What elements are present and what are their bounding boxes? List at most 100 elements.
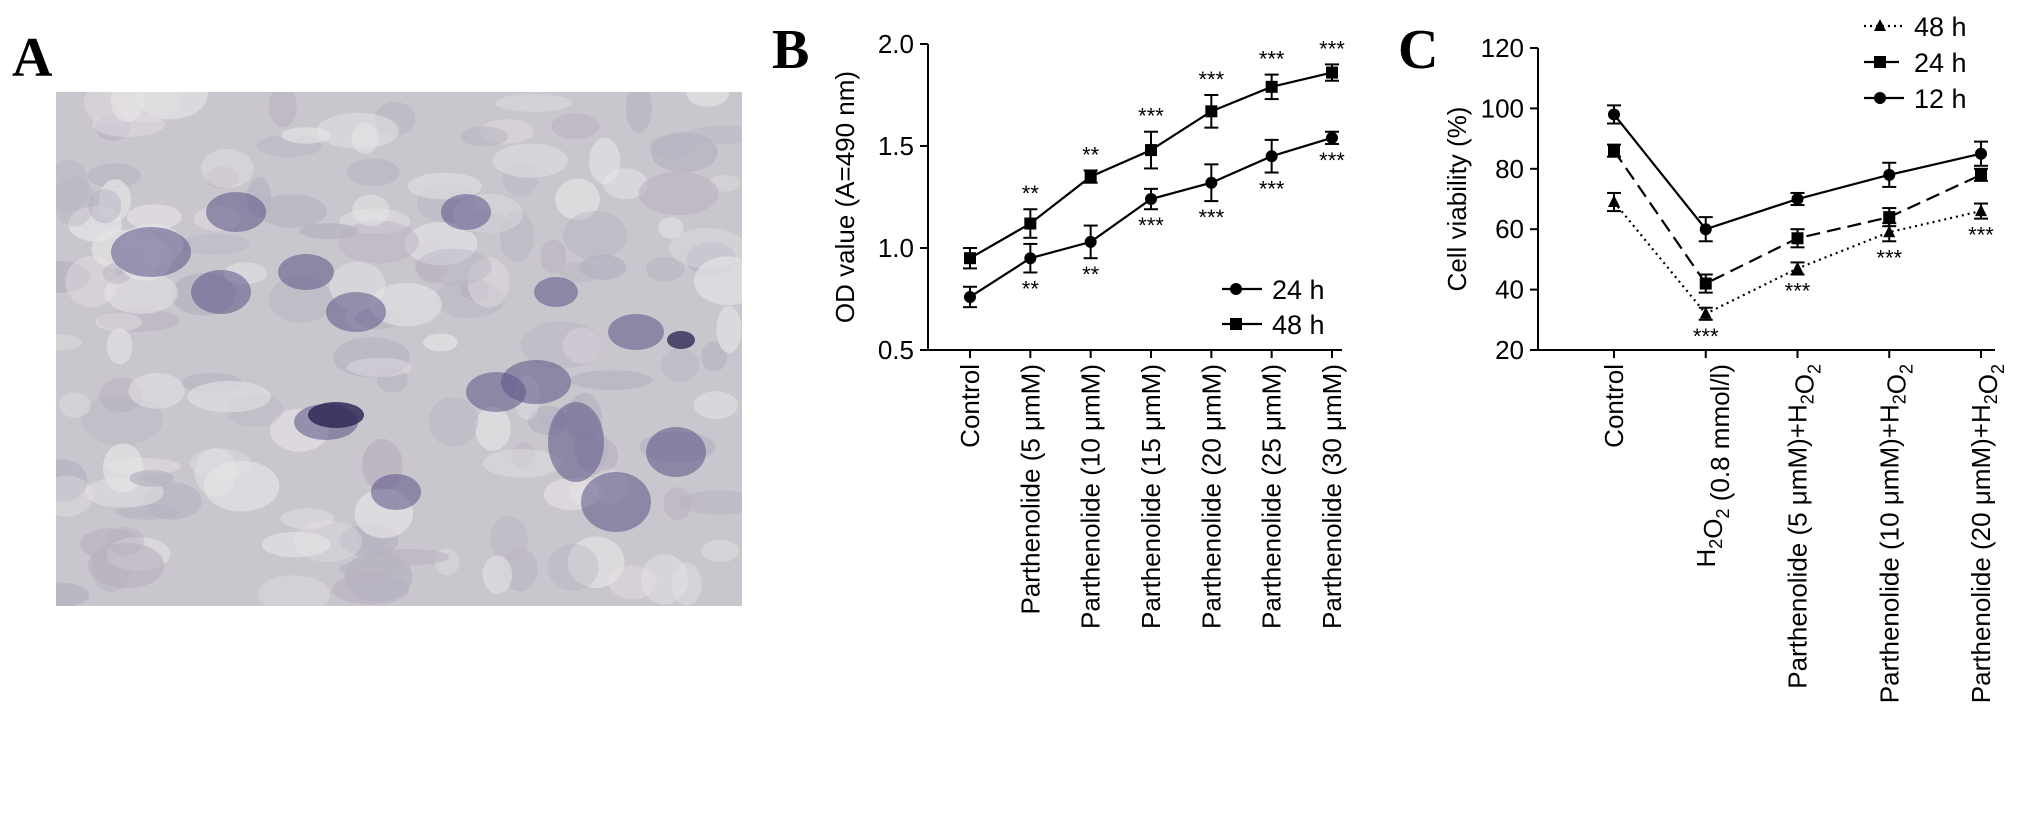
b-legend-label: 48 h	[1272, 310, 1325, 340]
micrograph-stained-cell	[111, 227, 191, 277]
micrograph-cell	[338, 220, 419, 264]
micrograph-stained-cell	[581, 472, 651, 532]
micrograph-cell	[187, 381, 271, 413]
b-y-tick-label: 0.5	[878, 335, 914, 365]
c-x-tick-label: Parthenolide (10 μmM)+H2O2	[1874, 364, 1916, 703]
micrograph-cell	[520, 321, 602, 369]
b-data-point	[1326, 131, 1338, 144]
micrograph-cell	[56, 475, 93, 517]
c-series-2	[1607, 104, 1988, 243]
micrograph-stained-cell	[534, 277, 578, 307]
micrograph-cell	[257, 575, 331, 606]
micrograph-cell	[490, 516, 528, 562]
c-x-tick-subscript: 2	[1896, 364, 1916, 374]
c-x-tick-label: H2O2 (0.8 mmol/l)	[1691, 364, 1735, 568]
micrograph-cell	[129, 470, 175, 487]
b-x-tick-label: Parthenolide (10 μmM)	[1076, 364, 1106, 629]
b-x-tick-label: Parthenolide (15 μmM)	[1136, 364, 1166, 629]
micrograph-svg	[56, 92, 742, 606]
micrograph-cell	[701, 540, 739, 563]
micrograph-cell	[570, 370, 653, 390]
micrograph-cell	[106, 328, 133, 365]
c-legend-marker	[1874, 56, 1886, 68]
micrograph-cell	[646, 256, 685, 282]
b-data-point	[1084, 170, 1097, 183]
c-legend-label: 12 h	[1914, 84, 1967, 114]
micrograph-cell	[672, 562, 702, 606]
c-data-point	[1975, 204, 1987, 217]
c-x-tick-subscript: 2	[1713, 508, 1733, 518]
micrograph-cell	[678, 490, 742, 515]
c-data-point	[1608, 144, 1620, 157]
micrograph-cell	[110, 92, 145, 123]
micrograph-cell	[95, 312, 143, 332]
micrograph-cell	[205, 166, 239, 189]
micrograph-image	[56, 92, 742, 606]
micrograph-cell	[579, 254, 627, 280]
c-x-tick-subscript: 2	[1798, 394, 1818, 404]
panel-b-letter: B	[772, 19, 810, 81]
c-x-tick-label: Parthenolide (20 μmM)+H2O2	[1966, 364, 2008, 703]
b-data-point	[1024, 217, 1037, 230]
c-significance-label: ***	[1876, 245, 1902, 270]
micrograph-cell	[178, 233, 250, 255]
micrograph-cell	[415, 248, 492, 286]
micrograph-cell	[87, 163, 141, 189]
c-data-point	[1699, 223, 1712, 236]
b-series-0: ******* *********	[963, 130, 1345, 309]
b-series-1: ************* ***	[963, 36, 1345, 270]
c-legend-label: 24 h	[1914, 48, 1967, 78]
micrograph-cell	[475, 406, 511, 451]
micrograph-cell	[423, 333, 458, 352]
c-data-point	[1975, 168, 1987, 181]
c-legend-label: 48 h	[1914, 12, 1967, 42]
c-series-line	[1613, 113, 1982, 231]
micrograph-cell	[258, 194, 327, 228]
b-significance-label: ***	[1138, 104, 1164, 129]
micrograph-cell	[693, 391, 738, 420]
micrograph-cell	[91, 112, 165, 137]
micrograph-cell	[551, 113, 600, 140]
micrograph-cell	[80, 393, 163, 446]
c-data-point	[1883, 225, 1896, 238]
micrograph-cell	[332, 337, 411, 378]
b-data-point	[1326, 66, 1338, 79]
c-y-tick-label: 80	[1495, 154, 1524, 184]
micrograph-cell	[269, 92, 297, 128]
c-series-0	[1607, 191, 1988, 321]
c-data-point	[1883, 211, 1896, 224]
micrograph-cell	[98, 308, 180, 332]
micrograph-cell	[608, 565, 657, 600]
micrograph-stained-cell	[371, 474, 421, 510]
b-significance-label: ***	[1319, 36, 1345, 61]
micrograph-cell	[194, 448, 237, 497]
c-legend-marker	[1874, 19, 1886, 31]
c-x-tick-subscript: 2	[1889, 394, 1909, 404]
c-y-tick-label: 120	[1481, 33, 1524, 63]
c-x-tick-subscript: 2	[1706, 539, 1726, 549]
micrograph-cell	[316, 112, 400, 149]
b-significance-label: ***	[1198, 67, 1224, 92]
micrograph-cell	[56, 176, 95, 227]
micrograph-cell	[492, 143, 568, 178]
b-significance-label: **	[1082, 262, 1100, 287]
c-series-1	[1607, 143, 1988, 294]
micrograph-cell	[495, 94, 573, 112]
b-y-tick-label: 1.5	[878, 131, 914, 161]
b-data-point	[1265, 80, 1278, 93]
micrograph-cell	[56, 582, 90, 606]
c-y-tick-label: 20	[1495, 335, 1524, 365]
micrograph-cell	[650, 132, 718, 173]
micrograph-cell	[369, 282, 442, 327]
c-x-tick-subscript: 2	[1988, 364, 2008, 374]
c-data-point	[1791, 261, 1804, 274]
b-legend-marker	[1230, 283, 1242, 295]
micrograph-dark-cell	[667, 331, 695, 349]
micrograph-cell	[56, 261, 91, 293]
micrograph-cell	[88, 188, 122, 224]
c-data-point	[1791, 193, 1804, 205]
micrograph-cell	[352, 194, 390, 226]
c-significance-label: ***	[1968, 223, 1994, 248]
micrograph-cell	[638, 171, 719, 216]
